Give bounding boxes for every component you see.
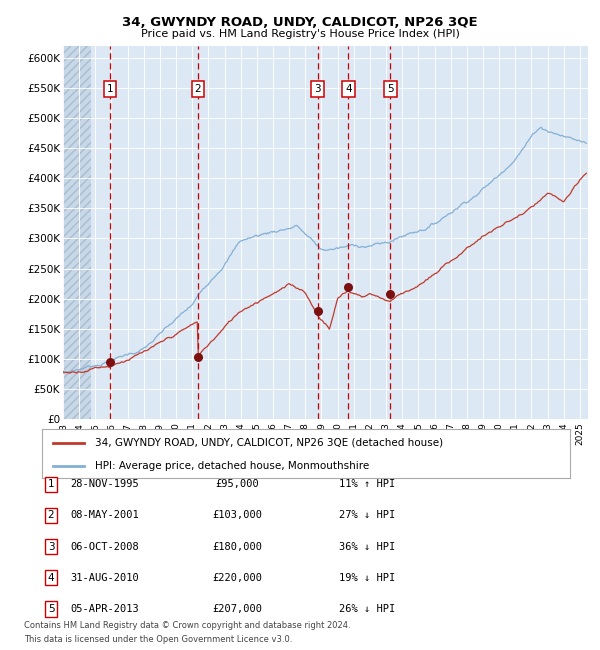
Text: 4: 4 — [47, 573, 55, 583]
Text: 27% ↓ HPI: 27% ↓ HPI — [339, 510, 395, 521]
Text: £220,000: £220,000 — [212, 573, 262, 583]
Text: 34, GWYNDY ROAD, UNDY, CALDICOT, NP26 3QE (detached house): 34, GWYNDY ROAD, UNDY, CALDICOT, NP26 3Q… — [95, 437, 443, 448]
Text: 31-AUG-2010: 31-AUG-2010 — [71, 573, 139, 583]
Text: £180,000: £180,000 — [212, 541, 262, 552]
Text: £95,000: £95,000 — [215, 479, 259, 489]
Text: Contains HM Land Registry data © Crown copyright and database right 2024.: Contains HM Land Registry data © Crown c… — [24, 621, 350, 630]
Text: This data is licensed under the Open Government Licence v3.0.: This data is licensed under the Open Gov… — [24, 634, 292, 644]
Text: 06-OCT-2008: 06-OCT-2008 — [71, 541, 139, 552]
Text: 1: 1 — [107, 84, 113, 94]
Text: Price paid vs. HM Land Registry's House Price Index (HPI): Price paid vs. HM Land Registry's House … — [140, 29, 460, 39]
Text: 26% ↓ HPI: 26% ↓ HPI — [339, 604, 395, 614]
Text: 2: 2 — [194, 84, 201, 94]
Bar — [63, 46, 91, 419]
Text: 4: 4 — [345, 84, 352, 94]
Text: 34, GWYNDY ROAD, UNDY, CALDICOT, NP26 3QE: 34, GWYNDY ROAD, UNDY, CALDICOT, NP26 3Q… — [122, 16, 478, 29]
Text: 5: 5 — [387, 84, 394, 94]
Text: £103,000: £103,000 — [212, 510, 262, 521]
Text: £207,000: £207,000 — [212, 604, 262, 614]
Text: 11% ↑ HPI: 11% ↑ HPI — [339, 479, 395, 489]
Text: 36% ↓ HPI: 36% ↓ HPI — [339, 541, 395, 552]
Text: 08-MAY-2001: 08-MAY-2001 — [71, 510, 139, 521]
Text: 2: 2 — [47, 510, 55, 521]
Text: 05-APR-2013: 05-APR-2013 — [71, 604, 139, 614]
Text: 5: 5 — [47, 604, 55, 614]
Text: 19% ↓ HPI: 19% ↓ HPI — [339, 573, 395, 583]
Text: HPI: Average price, detached house, Monmouthshire: HPI: Average price, detached house, Monm… — [95, 461, 369, 471]
Text: 1: 1 — [47, 479, 55, 489]
Text: 3: 3 — [47, 541, 55, 552]
Text: 3: 3 — [314, 84, 321, 94]
Text: 28-NOV-1995: 28-NOV-1995 — [71, 479, 139, 489]
